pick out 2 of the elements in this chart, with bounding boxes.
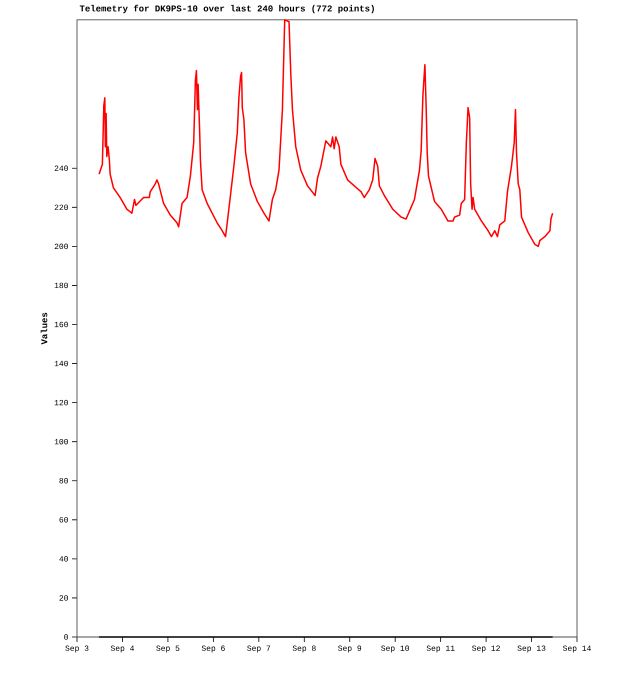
- y-axis-title: Values: [40, 312, 48, 345]
- chart-title: Telemetry for DK9PS-10 over last 240 hours (772 points): [80, 4, 374, 14]
